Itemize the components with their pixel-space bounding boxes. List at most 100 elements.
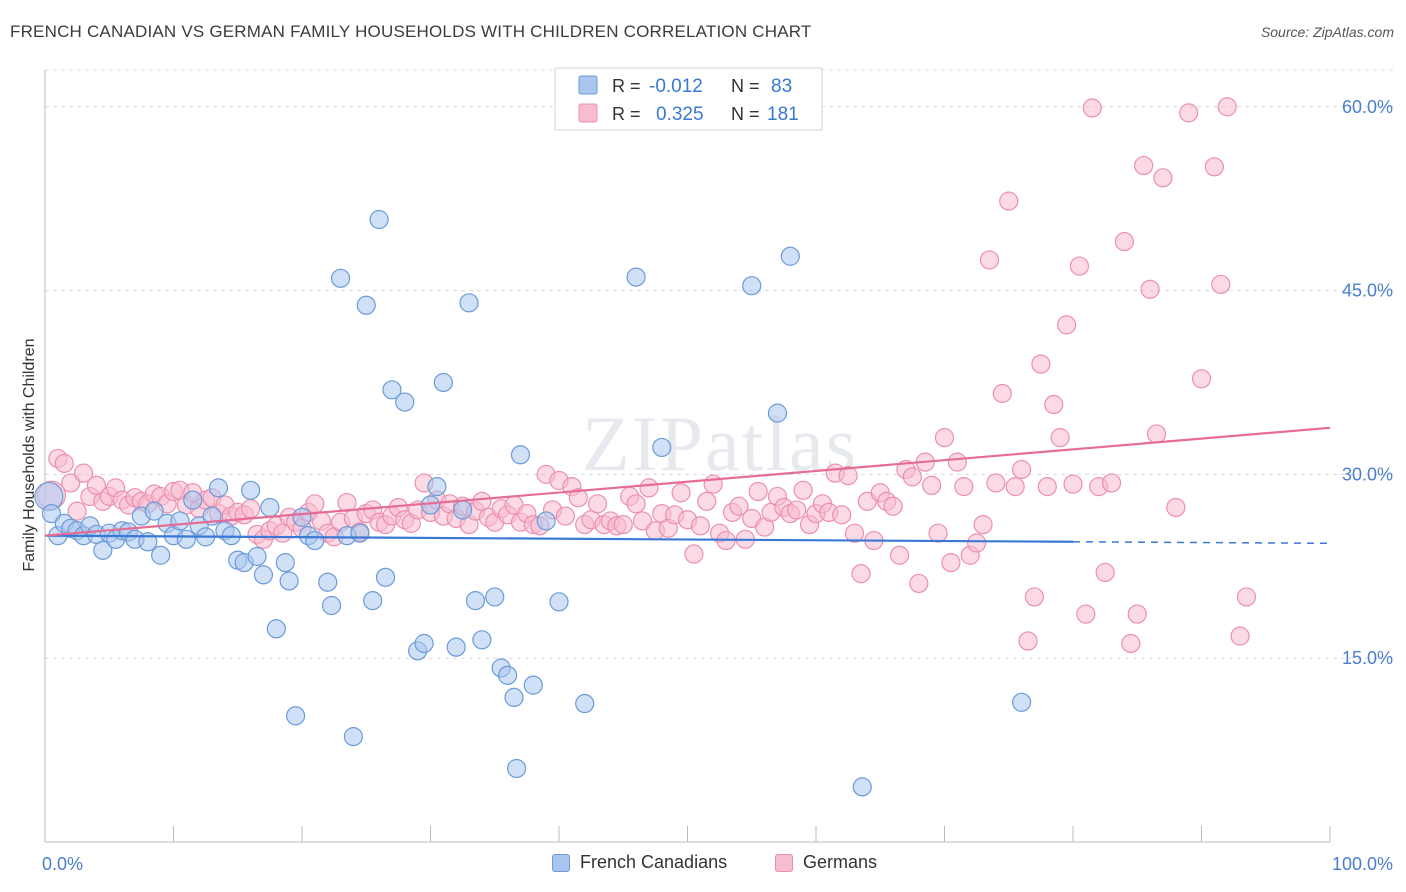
german-point	[1217, 97, 1237, 117]
german-point	[67, 501, 87, 521]
french-point	[498, 665, 518, 685]
y-tick-label: 30.0%	[1342, 464, 1393, 484]
german-point	[999, 191, 1019, 211]
german-point	[1140, 279, 1160, 299]
german-point	[941, 553, 961, 573]
french-point	[208, 478, 229, 498]
german-point	[697, 491, 717, 511]
legend-german-swatch	[578, 103, 598, 123]
french-point	[321, 595, 342, 616]
german-swatch	[775, 853, 793, 872]
german-point	[54, 453, 74, 473]
french-point	[151, 545, 171, 565]
german-point	[1204, 157, 1224, 177]
french-point	[93, 540, 113, 560]
german-point	[1095, 562, 1115, 583]
french-point	[363, 590, 383, 611]
german-point	[632, 511, 653, 531]
french-point	[247, 546, 267, 567]
chart-source: Source: ZipAtlas.com	[1260, 24, 1394, 40]
german-point	[1146, 424, 1167, 444]
french-point	[446, 637, 466, 657]
german-point	[1114, 231, 1135, 252]
french-point	[433, 372, 453, 393]
german-point	[787, 500, 807, 520]
french-point	[369, 209, 389, 230]
german-point	[851, 564, 871, 584]
french-point	[292, 507, 312, 527]
french-point	[253, 565, 274, 585]
german-point	[928, 523, 948, 543]
german-point	[1056, 315, 1077, 335]
german-point	[1166, 497, 1186, 518]
french-point	[536, 511, 556, 531]
series-legend: French Canadians Germans	[0, 852, 1406, 876]
legend-german-r-label: R =	[612, 104, 641, 124]
german-point	[902, 467, 922, 487]
french-point	[506, 758, 527, 779]
french-point	[1011, 692, 1032, 712]
french-point	[420, 495, 441, 515]
german-point	[922, 475, 942, 496]
french-point	[330, 268, 351, 288]
german-point	[690, 516, 710, 536]
french-point	[465, 590, 486, 611]
french-point	[144, 501, 164, 521]
french-point	[852, 777, 872, 797]
german-point	[1024, 587, 1045, 607]
german-point	[934, 428, 955, 448]
y-tick-label: 15.0%	[1342, 648, 1393, 668]
german-point	[626, 494, 646, 514]
german-point	[909, 573, 929, 594]
german-point	[1018, 631, 1038, 651]
french-point	[170, 511, 190, 531]
german-point	[844, 523, 865, 543]
german-point	[793, 480, 813, 500]
french-point	[318, 572, 338, 592]
french-point	[742, 276, 762, 296]
german-point	[832, 505, 852, 525]
french-point	[485, 587, 505, 607]
french-point	[260, 497, 280, 518]
german-point	[305, 494, 325, 514]
french-point	[343, 727, 363, 747]
german-point	[1236, 587, 1257, 607]
y-tick-label: 45.0%	[1342, 281, 1393, 301]
french-trend-line	[44, 534, 1074, 543]
french-point	[266, 619, 286, 639]
german-point	[1101, 473, 1122, 493]
german-point	[568, 488, 588, 508]
legend-french-n-value: 83	[771, 76, 792, 97]
french-point	[549, 592, 569, 612]
german-point	[472, 491, 492, 511]
german-point	[1127, 604, 1147, 624]
german-point	[1050, 428, 1070, 448]
french-point	[510, 445, 531, 465]
german-trend-line	[44, 426, 1331, 537]
y-axis-label: Family Households with Children	[21, 339, 38, 572]
german-point	[1211, 274, 1231, 295]
german-point	[967, 533, 987, 553]
french-point	[504, 687, 524, 708]
french-point	[305, 530, 325, 551]
french-point	[382, 380, 402, 400]
french-point	[767, 403, 788, 423]
german-point	[1230, 626, 1250, 646]
french-point	[176, 529, 196, 549]
french-point	[652, 437, 672, 458]
legend-french-n-label: N =	[731, 76, 760, 96]
german-point	[947, 452, 967, 472]
german-point	[986, 473, 1006, 493]
axes	[44, 70, 1331, 843]
german-point	[1044, 394, 1064, 415]
german-point	[1121, 633, 1141, 654]
german-point	[1076, 604, 1096, 624]
german-point	[1179, 103, 1199, 123]
french-point	[183, 490, 203, 510]
german-point	[973, 515, 993, 535]
german-point	[613, 515, 633, 535]
french-point	[41, 503, 62, 524]
legend-item-german: Germans	[775, 852, 877, 873]
french-point	[575, 693, 595, 714]
german-point	[979, 250, 1000, 270]
